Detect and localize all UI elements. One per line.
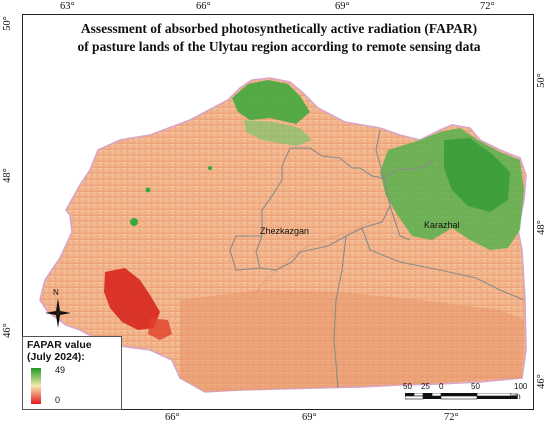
- scale-label: 25: [421, 382, 430, 391]
- tick-top-66: 66°: [196, 1, 211, 12]
- legend: FAPAR value (July 2024): 49 0: [22, 336, 122, 410]
- scale-label: 100: [514, 382, 528, 391]
- map-frame: [22, 14, 534, 410]
- scale-unit: km: [510, 392, 521, 401]
- tick-bottom-72: 72°: [444, 412, 459, 423]
- red-low-fapar-zone: [104, 268, 160, 330]
- tick-top-63: 63°: [60, 1, 75, 12]
- scale-label: 50: [471, 382, 480, 391]
- tick-bottom-66: 66°: [165, 412, 180, 423]
- city-label-zhezkazgan: Zhezkazgan: [260, 226, 310, 236]
- north-green-zone: [232, 80, 310, 124]
- tick-top-69: 69°: [335, 1, 350, 12]
- red-low-fapar-zone-2: [148, 318, 172, 340]
- green-patch: [145, 187, 151, 193]
- legend-title-line1: FAPAR value: [27, 339, 92, 351]
- north-arrow: N: [45, 288, 71, 328]
- tick-top-72: 72°: [480, 1, 495, 12]
- tick-bottom-69: 69°: [302, 412, 317, 423]
- compass-icon: [45, 298, 71, 328]
- scale-bar-graphic: [405, 393, 518, 400]
- city-label-karazhal: Karazhal: [424, 220, 460, 230]
- scale-label: 50: [403, 382, 412, 391]
- legend-title: FAPAR value (July 2024):: [27, 339, 92, 363]
- green-patch: [208, 166, 212, 170]
- legend-min-value: 0: [55, 395, 61, 405]
- green-patch: [130, 218, 138, 226]
- river-line: [249, 221, 371, 301]
- north-green-fringe: [244, 120, 312, 146]
- scale-label: 0: [439, 382, 444, 391]
- legend-max-value: 49: [55, 365, 66, 375]
- district-boundaries: [229, 129, 525, 389]
- map-title: Assessment of absorbed photosyntheticall…: [30, 20, 528, 56]
- legend-color-ramp: [31, 368, 41, 404]
- east-green-core: [444, 138, 510, 212]
- map-title-line1: Assessment of absorbed photosyntheticall…: [80, 21, 478, 36]
- north-arrow-label: N: [53, 288, 59, 297]
- legend-title-line2: (July 2024):: [27, 351, 85, 363]
- southern-dry-zone: [180, 290, 524, 392]
- map-title-line2: of pasture lands of the Ulytau region ac…: [77, 39, 481, 54]
